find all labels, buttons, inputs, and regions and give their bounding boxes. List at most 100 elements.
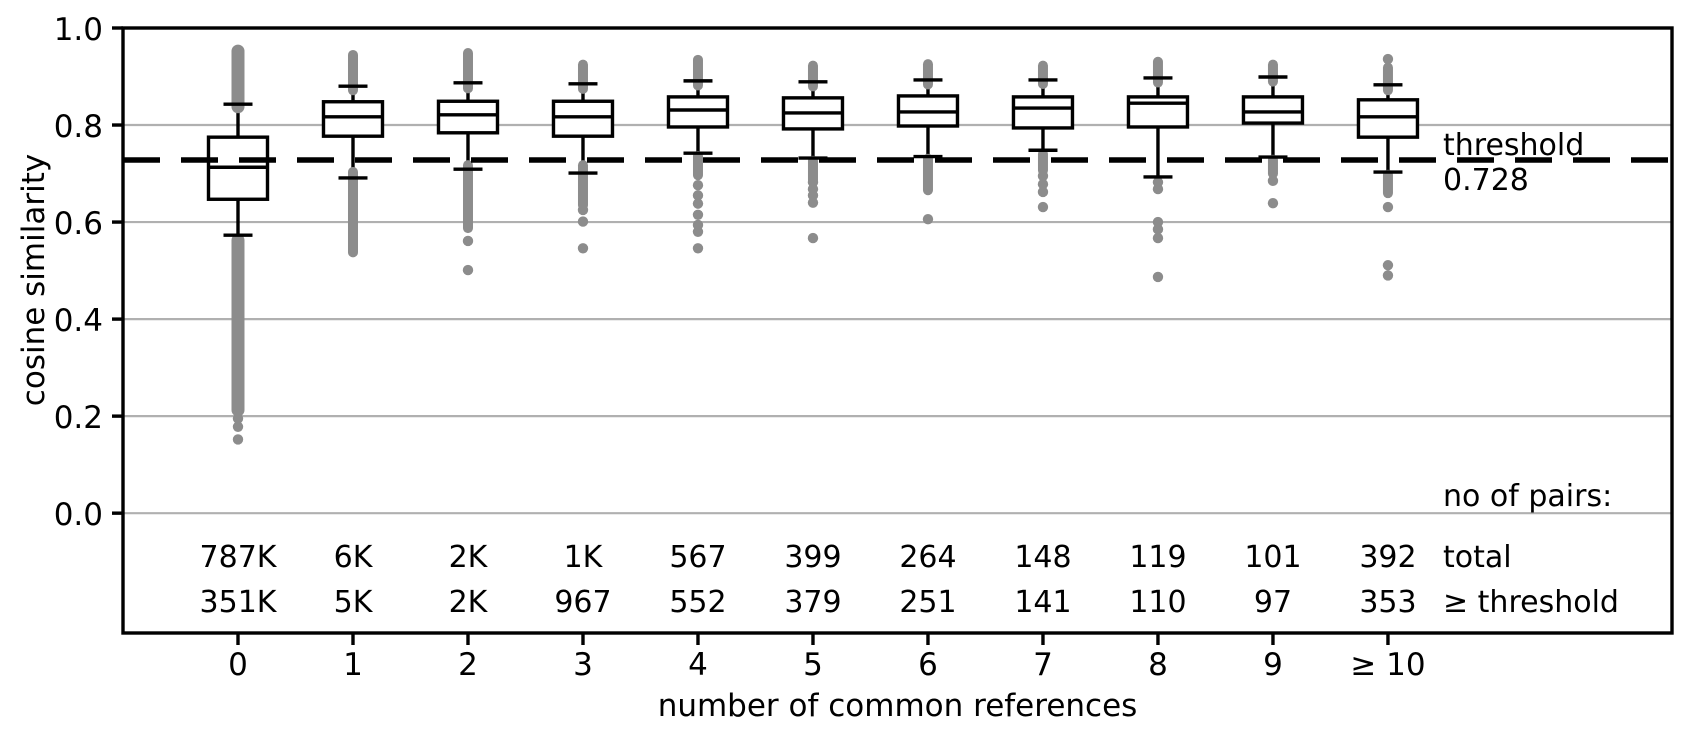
outlier-dot (1152, 183, 1164, 195)
counts-total-row-label: total (1443, 540, 1512, 575)
count-total: 1K (564, 540, 604, 575)
outlier-dot (692, 243, 704, 254)
plot-spines (121, 26, 1674, 635)
x-tick-label: 8 (1148, 647, 1168, 683)
count-total: 2K (449, 540, 489, 575)
count-total: 264 (899, 540, 956, 575)
count-above-threshold: 141 (1014, 585, 1071, 620)
outlier-column-upper (231, 44, 245, 114)
count-total: 119 (1129, 540, 1186, 575)
y-tick-label: 0.0 (54, 497, 103, 533)
outlier-dot (577, 204, 589, 216)
y-tick-label: 1.0 (54, 12, 103, 48)
counts-header: no of pairs: (1443, 479, 1612, 514)
count-total: 392 (1359, 540, 1416, 575)
iqr-box (666, 95, 730, 129)
boxplot-category-9 (1241, 59, 1305, 209)
y-tick-label: 0.4 (54, 303, 103, 339)
boxplot-category-10 (1356, 53, 1420, 281)
iqr-box (1011, 95, 1075, 130)
outlier-column-upper (347, 49, 358, 96)
outlier-column-lower (577, 160, 588, 211)
pair-counts: no of pairs: total ≥ threshold 787K 351K 6K 5K… (200, 479, 1619, 620)
y-axis-label: cosine similarity (16, 154, 52, 406)
outlier-dot (232, 421, 244, 433)
x-tick-label: 6 (918, 647, 938, 683)
boxplot-category-1 (321, 49, 385, 258)
outlier-column-lower (231, 233, 245, 417)
outlier-column-upper (807, 60, 818, 92)
boxplot-category-7 (1011, 60, 1075, 213)
count-above-threshold: 552 (669, 585, 726, 620)
count-total: 787K (200, 540, 278, 575)
outlier-column-lower (1037, 148, 1048, 176)
outlier-dot (1152, 232, 1164, 244)
threshold-value-label: 0.728 (1443, 163, 1529, 198)
outlier-column-upper (577, 59, 588, 94)
x-tick-label: 3 (573, 647, 593, 683)
iqr-box (321, 100, 385, 138)
outlier-dot (232, 413, 244, 424)
outlier-dot (692, 198, 704, 209)
outlier-dot (462, 235, 474, 247)
count-total: 101 (1244, 540, 1301, 575)
count-above-threshold: 5K (334, 585, 374, 620)
outlier-column-upper (922, 59, 933, 90)
iqr-box (1241, 95, 1305, 125)
counts-threshold-row-label: ≥ threshold (1443, 585, 1619, 620)
y-tick-label: 0.8 (54, 109, 103, 145)
boxplot-category-3 (551, 59, 615, 254)
boxplot-category-6 (896, 59, 960, 225)
x-tick-label: ≥ 10 (1350, 647, 1425, 683)
count-total: 148 (1014, 540, 1071, 575)
boxplot-category-2 (436, 48, 500, 276)
outlier-column-lower (1382, 169, 1393, 199)
x-tick-label: 0 (228, 647, 248, 683)
x-axis-label: number of common references (658, 688, 1138, 724)
outlier-column-upper (1267, 59, 1278, 87)
boxplot-category-0 (206, 44, 270, 445)
count-above-threshold: 353 (1359, 585, 1416, 620)
outlier-column-lower (922, 153, 933, 196)
outlier-column-upper (1152, 56, 1163, 88)
count-above-threshold: 97 (1254, 585, 1292, 620)
outlier-column-upper (692, 54, 703, 91)
outlier-column-lower (692, 150, 703, 181)
outlier-dot (692, 226, 704, 237)
outlier-dot (1152, 224, 1164, 235)
count-above-threshold: 110 (1129, 585, 1186, 620)
y-tick-label: 0.2 (54, 400, 103, 436)
outlier-dot (692, 190, 704, 201)
outlier-column-upper (1382, 62, 1393, 96)
outlier-column-lower (1267, 154, 1278, 179)
boxplot-category-5 (781, 60, 845, 244)
y-axis: 0.0 0.2 0.4 0.6 0.8 1.0 (54, 12, 123, 533)
count-above-threshold: 251 (899, 585, 956, 620)
x-tick-label: 7 (1033, 647, 1053, 683)
outlier-dot (1037, 179, 1049, 190)
count-above-threshold: 351K (200, 585, 278, 620)
outlier-dot (692, 209, 704, 220)
outlier-dot (1152, 216, 1164, 228)
outlier-dot (1382, 260, 1394, 271)
outlier-dot (1037, 186, 1049, 198)
boxplot-category-8 (1126, 56, 1190, 283)
outlier-dot (1382, 53, 1394, 65)
count-above-threshold: 379 (784, 585, 841, 620)
count-above-threshold: 967 (554, 585, 611, 620)
outlier-dot (462, 264, 474, 276)
outlier-dot (577, 216, 589, 227)
outlier-dot (807, 232, 819, 244)
outlier-dot (232, 434, 244, 445)
outlier-dot (1267, 175, 1279, 187)
outlier-dot (807, 190, 819, 201)
outlier-column-upper (1037, 60, 1048, 89)
outlier-dot (1037, 201, 1049, 213)
outlier-dot (1152, 271, 1164, 283)
x-tick-label: 5 (803, 647, 823, 683)
outlier-dot (1382, 201, 1394, 213)
x-tick-label: 9 (1263, 647, 1283, 683)
threshold-label: threshold (1443, 128, 1584, 163)
